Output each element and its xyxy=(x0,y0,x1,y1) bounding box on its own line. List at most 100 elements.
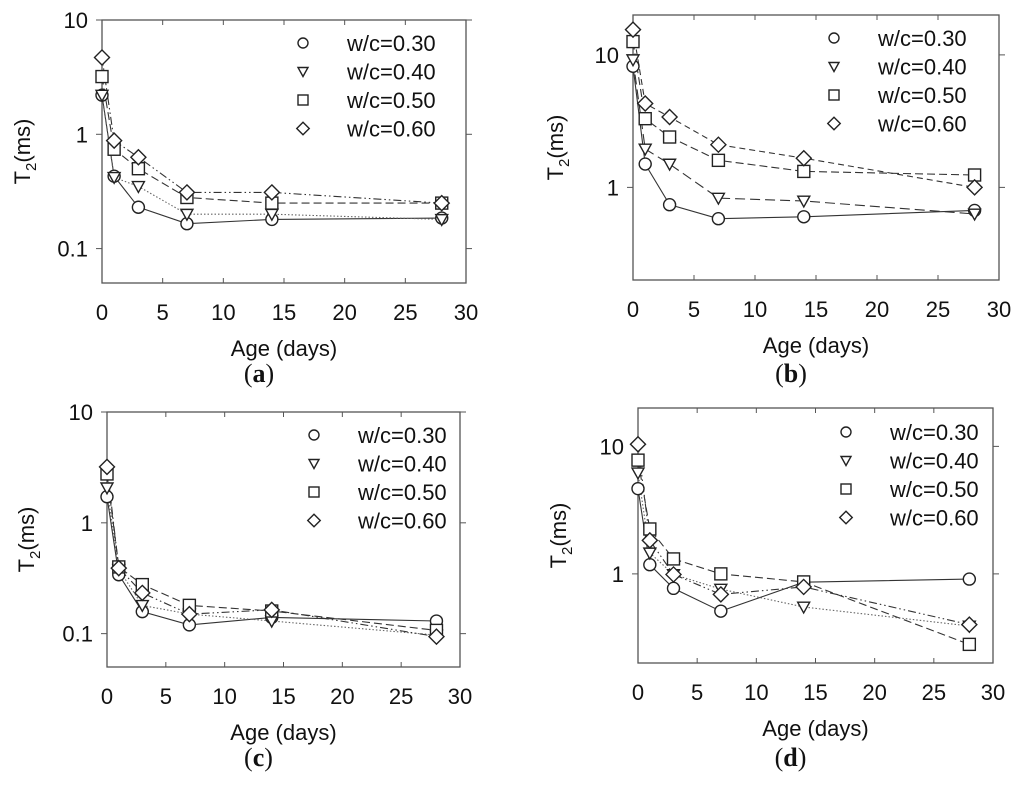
data-point-square xyxy=(711,153,726,168)
y-axis-label-part: (ms) xyxy=(543,115,568,159)
data-point-square xyxy=(714,567,728,581)
y-axis-label-part: (ms) xyxy=(10,119,35,163)
panel-b: 0 5 10 15 20 25 30 1 10 Age (days) T2(ms) w/c=0.30 w… xyxy=(543,14,1011,388)
y-tick-label: 1 xyxy=(76,122,88,147)
data-point-circle xyxy=(131,200,146,214)
x-tick-label: 0 xyxy=(101,684,113,709)
y-tick-label: 0.1 xyxy=(57,237,88,262)
legend-label: w/c=0.30 xyxy=(877,26,967,51)
legend-marker-triangle-down xyxy=(296,66,310,78)
y-axis-label-part: T xyxy=(14,559,39,572)
data-point-circle xyxy=(638,157,652,171)
y-axis-label: T2(ms) xyxy=(10,119,40,185)
data-point-circle xyxy=(797,210,811,224)
data-point-diamond xyxy=(624,21,642,39)
legend-label: w/c=0.30 xyxy=(357,423,447,448)
data-point-triangle-down xyxy=(131,180,146,194)
data-point-circle xyxy=(714,604,728,618)
plot-frame xyxy=(106,411,461,668)
panel-label-part: a xyxy=(253,359,266,388)
y-tick-label: 0.1 xyxy=(62,622,93,647)
legend-marker-triangle-down xyxy=(839,455,853,467)
panel-label: (a) xyxy=(244,359,274,388)
data-point-circle xyxy=(643,558,657,572)
data-point-diamond xyxy=(110,559,128,577)
panel-label-part: c xyxy=(253,743,265,772)
y-tick-label: 10 xyxy=(595,43,619,68)
data-point-diamond xyxy=(178,183,196,201)
x-tick-label: 5 xyxy=(688,297,700,322)
data-point-diamond xyxy=(263,183,281,201)
x-tick-label: 30 xyxy=(454,300,478,325)
data-point-diamond xyxy=(966,178,984,196)
legend-marker-triangle-down xyxy=(307,458,321,470)
x-axis-label: Age (days) xyxy=(762,716,868,741)
data-point-diamond xyxy=(433,194,451,212)
legend-marker-circle xyxy=(840,426,852,438)
data-point-triangle-down xyxy=(796,601,811,615)
data-point-circle xyxy=(662,198,677,212)
panel-label-part: b xyxy=(784,359,798,388)
y-tick-label: 1 xyxy=(81,511,93,536)
legend-marker-triangle-down xyxy=(827,61,841,73)
data-point-diamond xyxy=(709,136,727,154)
legend-label: w/c=0.50 xyxy=(357,480,447,505)
data-point-diamond xyxy=(661,108,679,126)
data-point-diamond xyxy=(129,148,147,166)
x-tick-label: 20 xyxy=(330,684,354,709)
legend-label: w/c=0.40 xyxy=(357,452,447,477)
data-point-diamond xyxy=(665,565,682,583)
x-tick-label: 30 xyxy=(448,684,472,709)
y-axis-label-part: 2 xyxy=(559,547,576,555)
legend-label: w/c=0.30 xyxy=(889,420,979,445)
data-point-triangle-down xyxy=(967,208,982,222)
y-axis-label-part: 2 xyxy=(556,159,573,167)
legend-label: w/c=0.60 xyxy=(877,112,967,137)
legend-marker-diamond xyxy=(295,121,311,136)
panel-a: 0 5 10 15 20 25 30 0.1 1 10 Age (days) T2(ms) w/c=0.… xyxy=(10,8,478,388)
x-tick-label: 15 xyxy=(272,300,296,325)
data-point-triangle-down xyxy=(179,208,195,222)
legend-marker-circle xyxy=(828,32,840,44)
panel-label: (b) xyxy=(775,359,807,388)
x-tick-label: 15 xyxy=(271,684,295,709)
y-axis-label-part: 2 xyxy=(27,551,44,559)
x-tick-label: 0 xyxy=(632,680,644,705)
data-point-square xyxy=(631,453,645,467)
y-tick-label: 1 xyxy=(607,175,619,200)
series-line-040 xyxy=(632,59,975,215)
data-point-triangle-down xyxy=(106,171,122,185)
y-axis-label-part: T xyxy=(546,555,571,568)
series-line-030 xyxy=(101,95,442,225)
x-tick-label: 20 xyxy=(865,297,889,322)
y-tick-label: 1 xyxy=(612,562,624,587)
y-axis-label-part: (ms) xyxy=(14,507,39,551)
y-tick-label: 10 xyxy=(600,434,624,459)
x-tick-label: 0 xyxy=(627,297,639,322)
data-point-triangle-down xyxy=(99,482,115,496)
data-point-diamond xyxy=(180,605,198,623)
data-point-circle xyxy=(666,581,681,596)
x-tick-label: 20 xyxy=(332,300,356,325)
panel-label-part: ) xyxy=(798,359,807,388)
y-axis-label-part: (ms) xyxy=(546,503,571,547)
x-tick-label: 20 xyxy=(862,680,886,705)
x-tick-label: 15 xyxy=(803,680,827,705)
data-point-diamond xyxy=(263,601,281,619)
legend-label: w/c=0.40 xyxy=(346,60,436,85)
legend-marker-square xyxy=(840,483,852,495)
x-tick-label: 0 xyxy=(96,300,108,325)
data-point-triangle-down xyxy=(630,467,646,481)
data-point-square xyxy=(666,552,681,566)
panel-label-part: ) xyxy=(798,743,807,772)
x-axis-label: Age (days) xyxy=(231,336,337,361)
x-tick-label: 25 xyxy=(922,680,946,705)
y-axis-label: T2(ms) xyxy=(14,507,44,573)
panel-label: (c) xyxy=(244,743,273,772)
data-point-square xyxy=(638,111,652,126)
panel-label-part: ( xyxy=(244,743,253,772)
legend-marker-diamond xyxy=(838,510,854,525)
data-point-square xyxy=(797,164,811,179)
panel-label-part: ( xyxy=(244,359,253,388)
data-point-triangle-down xyxy=(94,89,110,103)
